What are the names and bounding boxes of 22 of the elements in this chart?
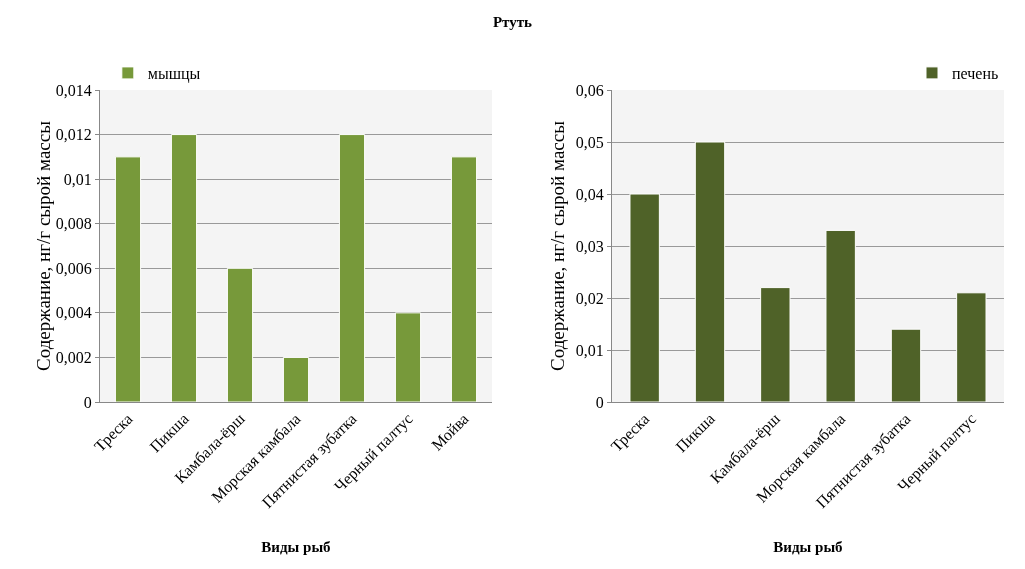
y-tick-label: 0,012: [55, 126, 92, 144]
y-tick-label: 0,004: [55, 304, 92, 322]
y-tick-label: 0,01: [575, 341, 604, 359]
y-tick-label: 0,002: [55, 349, 92, 367]
y-tick-label: 0: [83, 393, 92, 411]
y-tick-label: 0,04: [575, 185, 604, 203]
y-axis-title: Содержание, нг/г сырой массы: [32, 120, 54, 371]
legend-label: печень: [952, 65, 999, 83]
y-tick-label: 0,008: [55, 215, 92, 233]
y-tick-label: 0,03: [575, 237, 604, 255]
y-tick-label: 0,01: [63, 170, 92, 188]
x-axis-title: Виды рыб: [773, 538, 843, 555]
y-tick-label: 0,02: [575, 289, 604, 307]
y-tick-label: 0,05: [575, 133, 604, 151]
chart-title: Ртуть: [491, 13, 534, 32]
y-tick-label: 0,006: [55, 259, 92, 277]
y-tick-label: 0,014: [55, 81, 92, 99]
y-tick-label: 0,06: [575, 81, 604, 99]
x-axis-title: Виды рыб: [261, 538, 331, 555]
legend-label: мышцы: [147, 65, 201, 84]
y-axis-title: Содержание, нг/г сырой массы: [547, 120, 568, 371]
y-tick-label: 0: [595, 393, 604, 411]
